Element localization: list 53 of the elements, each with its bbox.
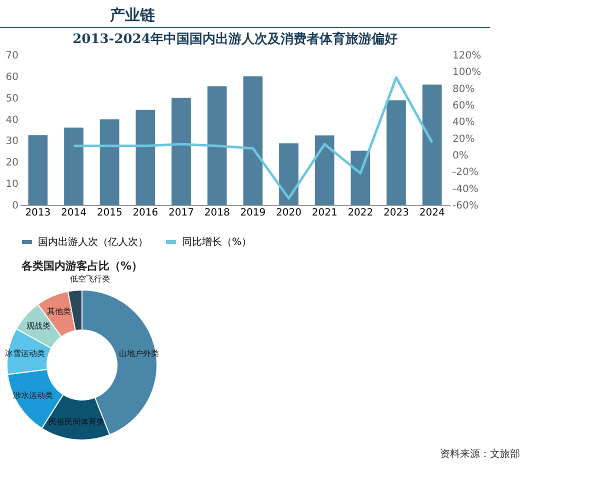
bar	[422, 84, 442, 205]
slice-label: 其他类	[46, 306, 71, 316]
slice-label: 低空飞行类	[70, 274, 110, 284]
x-tick-label: 2019	[240, 208, 266, 218]
bar	[243, 76, 263, 205]
y2-tick-label: 40%	[452, 117, 475, 128]
x-tick-label: 2015	[96, 208, 122, 218]
x-tick-label: 2022	[348, 208, 374, 218]
bar	[64, 128, 84, 205]
slice-label: 民俗民间体育类	[48, 418, 105, 427]
chart-title: 2013-2024年中国国内出游人次及消费者体育旅游偏好	[72, 31, 398, 47]
y2-tick-label: -40%	[452, 184, 478, 195]
bar	[172, 98, 191, 205]
legend-label: 同比增长（%）	[182, 236, 252, 248]
bar	[28, 135, 48, 205]
y-tick-label: 60	[6, 72, 18, 83]
line-series	[72, 76, 434, 200]
x-tick-label: 2020	[276, 208, 302, 218]
y2-tick-label: 60%	[452, 100, 475, 112]
bar	[314, 135, 334, 205]
bar	[100, 119, 120, 205]
bar	[136, 110, 156, 205]
y2-tick-label: 120%	[452, 50, 482, 62]
x-tick-label: 2018	[204, 208, 230, 218]
bar	[350, 150, 370, 205]
x-tick-label: 2023	[384, 208, 409, 218]
x-tick-label: 2017	[168, 208, 194, 218]
y-tick-label: 50	[6, 93, 18, 104]
text: 产业链	[0, 0, 490, 28]
chart-title: 各类国内游客占比（%）	[20, 259, 143, 272]
x-tick-label: 2016	[132, 208, 158, 218]
y2-tick-label: 20%	[452, 134, 475, 145]
bar	[386, 100, 406, 205]
x-tick-label: 2014	[61, 208, 86, 218]
y2-tick-label: 80%	[452, 84, 475, 95]
y-tick-label: 30	[6, 136, 18, 148]
x-tick-label: 2024	[419, 208, 445, 218]
y-tick-label: 10	[6, 179, 18, 190]
bar	[279, 143, 298, 205]
text: 资料来源：文旅部	[439, 448, 521, 461]
x-tick-label: 2021	[312, 208, 338, 218]
y-tick-label: 0	[12, 200, 18, 212]
bar	[207, 86, 227, 205]
y2-tick-label: -60%	[452, 200, 478, 212]
legend-label: 国内出游人次（亿人次）	[38, 236, 148, 248]
y-tick-label: 70	[6, 50, 18, 62]
x-tick-label: 2013	[25, 208, 51, 218]
y2-tick-label: 100%	[452, 67, 482, 78]
y-tick-label: 40	[6, 114, 18, 126]
y2-tick-label: 0%	[452, 150, 468, 162]
slice-label: 观战类	[26, 322, 50, 331]
y2-tick-label: -20%	[452, 167, 478, 178]
y-tick-label: 20	[6, 158, 18, 169]
